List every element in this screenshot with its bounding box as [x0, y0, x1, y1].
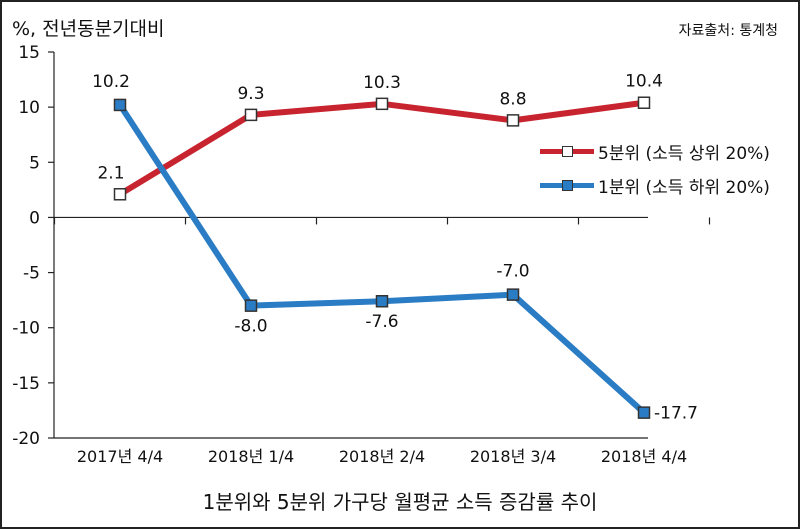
- source-label: 자료출처: 통계청: [678, 23, 778, 39]
- legend: 5분위 (소득 상위 20%) 1분위 (소득 하위 20%): [540, 134, 770, 202]
- data-label-1: -7.0: [496, 262, 529, 282]
- data-label-0: 2.1: [97, 163, 124, 183]
- data-point-0: [637, 96, 651, 109]
- legend-item-bottom-quintile: 1분위 (소득 하위 20%): [540, 168, 770, 202]
- data-label-1: -7.6: [365, 312, 398, 332]
- data-label-0: 10.3: [363, 73, 401, 93]
- data-label-0: 10.4: [625, 72, 663, 92]
- y-tick-label: -5: [23, 264, 40, 284]
- y-axis-unit-label: %, 전년동분기대비: [12, 18, 165, 40]
- data-label-0: 9.3: [237, 84, 264, 104]
- data-point-0: [244, 108, 258, 122]
- data-point-1: [375, 294, 389, 308]
- legend-label-top-quintile: 5분위 (소득 상위 20%): [598, 143, 770, 164]
- data-point-0: [506, 114, 520, 127]
- data-point-1: [637, 406, 651, 419]
- legend-swatch-bottom-quintile: [540, 173, 594, 197]
- y-tick-label: -20: [12, 429, 40, 449]
- y-tick-label: -15: [12, 374, 40, 394]
- data-point-0: [375, 97, 389, 111]
- x-tick-label: 2018년 3/4: [470, 447, 556, 466]
- legend-item-top-quintile: 5분위 (소득 상위 20%): [540, 134, 770, 168]
- x-tick-label: 2018년 1/4: [208, 447, 294, 466]
- legend-swatch-top-quintile: [540, 139, 594, 163]
- data-point-1: [113, 98, 127, 112]
- data-point-1: [244, 299, 258, 312]
- chart-title: 1분위와 5분위 가구당 월평균 소득 증감률 추이: [202, 490, 598, 514]
- x-tick-label: 2018년 4/4: [601, 447, 687, 466]
- y-tick-label: 15: [18, 43, 40, 63]
- y-tick-label: 5: [29, 153, 40, 173]
- x-tick-label: 2018년 2/4: [339, 447, 425, 466]
- y-tick-label: -10: [12, 319, 40, 339]
- data-label-1: -8.0: [234, 317, 267, 337]
- x-tick-label: 2017년 4/4: [77, 447, 163, 466]
- data-label-1: -17.7: [654, 404, 698, 424]
- legend-label-bottom-quintile: 1분위 (소득 하위 20%): [598, 177, 770, 198]
- data-label-0: 8.8: [499, 89, 526, 109]
- y-tick-label: 10: [18, 98, 40, 118]
- data-point-0: [113, 188, 127, 201]
- y-tick-label: 0: [29, 208, 40, 228]
- data-point-1: [506, 288, 520, 301]
- data-label-1: 10.2: [92, 72, 130, 92]
